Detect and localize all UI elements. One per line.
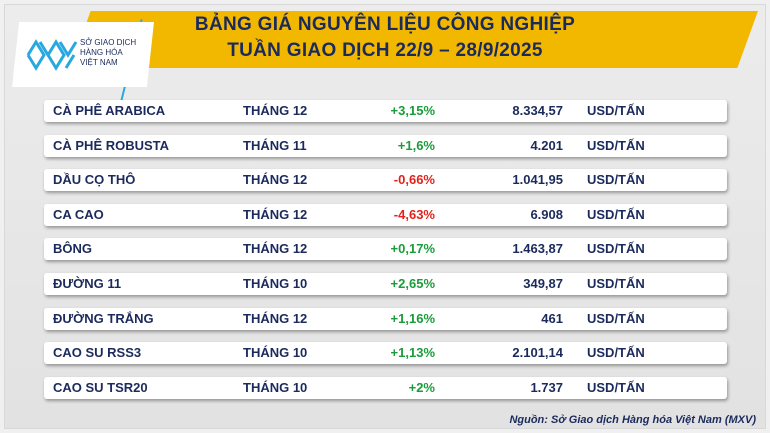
contract-month: THÁNG 12 — [243, 206, 308, 222]
table-row: ĐƯỜNG TRẮNG THÁNG 12 +1,16% 461 USD/TẤN — [44, 307, 727, 330]
price-change: -4,63% — [393, 206, 435, 222]
table-row: CAO SU RSS3 THÁNG 10 +1,13% 2.101,14 USD/TẤN — [44, 342, 727, 365]
price-change: +1,13% — [390, 345, 435, 361]
price-value: 1.737 — [530, 379, 563, 395]
page-title: BẢNG GIÁ NGUYÊN LIỆU CÔNG NGHIỆP — [194, 14, 576, 35]
price-value: 349,87 — [523, 276, 563, 291]
mxv-logo-icon — [26, 39, 78, 71]
contract-month: THÁNG 12 — [243, 172, 308, 188]
price-unit: USD/TẤN — [587, 379, 645, 395]
commodity-name: ĐƯỜNG 11 — [53, 276, 122, 291]
price-value: 6.908 — [530, 206, 563, 222]
price-unit: USD/TẤN — [587, 137, 645, 153]
source-note: Nguồn: Sở Giao dịch Hàng hóa Việt Nam (M… — [509, 414, 756, 426]
price-change: +3,15% — [390, 103, 435, 118]
mxv-logo: SỞ GIAO DỊCH HÀNG HÓA VIỆT NAM — [12, 22, 154, 87]
commodity-name: CÀ PHÊ ARABICA — [53, 103, 166, 118]
commodity-name: CA CAO — [53, 206, 104, 222]
contract-month: THÁNG 11 — [243, 137, 307, 153]
price-unit: USD/TẤN — [587, 241, 645, 257]
price-change: +2,65% — [390, 276, 435, 291]
table-row: CA CAO THÁNG 12 -4,63% 6.908 USD/TẤN — [44, 203, 727, 226]
header-band — [70, 11, 758, 68]
price-change: -0,66% — [393, 172, 435, 188]
commodity-name: DẦU CỌ THÔ — [53, 172, 136, 188]
price-unit: USD/TẤN — [587, 345, 645, 361]
contract-month: THÁNG 12 — [243, 241, 308, 257]
commodity-name: CAO SU TSR20 — [53, 379, 148, 395]
price-unit: USD/TẤN — [587, 103, 645, 118]
price-unit: USD/TẤN — [587, 310, 645, 326]
table-row: CÀ PHÊ ARABICA THÁNG 12 +3,15% 8.334,57 USD/… — [44, 100, 727, 122]
commodity-name: CAO SU RSS3 — [53, 345, 142, 361]
contract-month: THÁNG 12 — [243, 310, 308, 326]
price-value: 461 — [541, 310, 563, 326]
price-change: +1,16% — [390, 310, 435, 326]
table-row: DẦU CỌ THÔ THÁNG 12 -0,66% 1.041,95 USD/TẤN — [44, 169, 727, 192]
table-row: CAO SU TSR20 THÁNG 10 +2% 1.737 USD/TẤN — [44, 376, 727, 399]
price-unit: USD/TẤN — [587, 276, 645, 291]
price-unit: USD/TẤN — [587, 206, 645, 222]
page-subtitle: TUẦN GIAO DỊCH 22/9 – 28/9/2025 — [227, 40, 543, 61]
contract-month: THÁNG 12 — [243, 103, 308, 118]
commodity-name: ĐƯỜNG TRẮNG — [53, 310, 154, 326]
table-row: BÔNG THÁNG 12 +0,17% 1.463,87 USD/TẤN — [44, 238, 727, 261]
table-row: ĐƯỜNG 11 THÁNG 10 +2,65% 349,87 USD/TẤN — [44, 273, 727, 295]
commodity-name: BÔNG — [53, 241, 92, 257]
price-change: +1,6% — [397, 137, 435, 153]
table-row: CÀ PHÊ ROBUSTA THÁNG 11 +1,6% 4.201 USD/TẤN — [44, 134, 727, 157]
price-value: 8.334,57 — [512, 103, 563, 118]
commodity-name: CÀ PHÊ ROBUSTA — [53, 137, 170, 153]
logo-text-line1: SỞ GIAO DỊCH — [80, 38, 137, 47]
price-unit: USD/TẤN — [587, 172, 645, 188]
price-value: 4.201 — [530, 137, 563, 153]
contract-month: THÁNG 10 — [243, 345, 308, 361]
logo-text-line3: VIỆT NAM — [80, 58, 118, 67]
contract-month: THÁNG 10 — [243, 276, 308, 291]
price-value: 1.041,95 — [512, 172, 563, 188]
price-change: +0,17% — [390, 241, 435, 257]
price-value: 1.463,87 — [512, 241, 563, 257]
price-value: 2.101,14 — [512, 345, 563, 361]
logo-text-line2: HÀNG HÓA — [80, 48, 123, 57]
price-change: +2% — [408, 379, 435, 395]
contract-month: THÁNG 10 — [243, 379, 308, 395]
